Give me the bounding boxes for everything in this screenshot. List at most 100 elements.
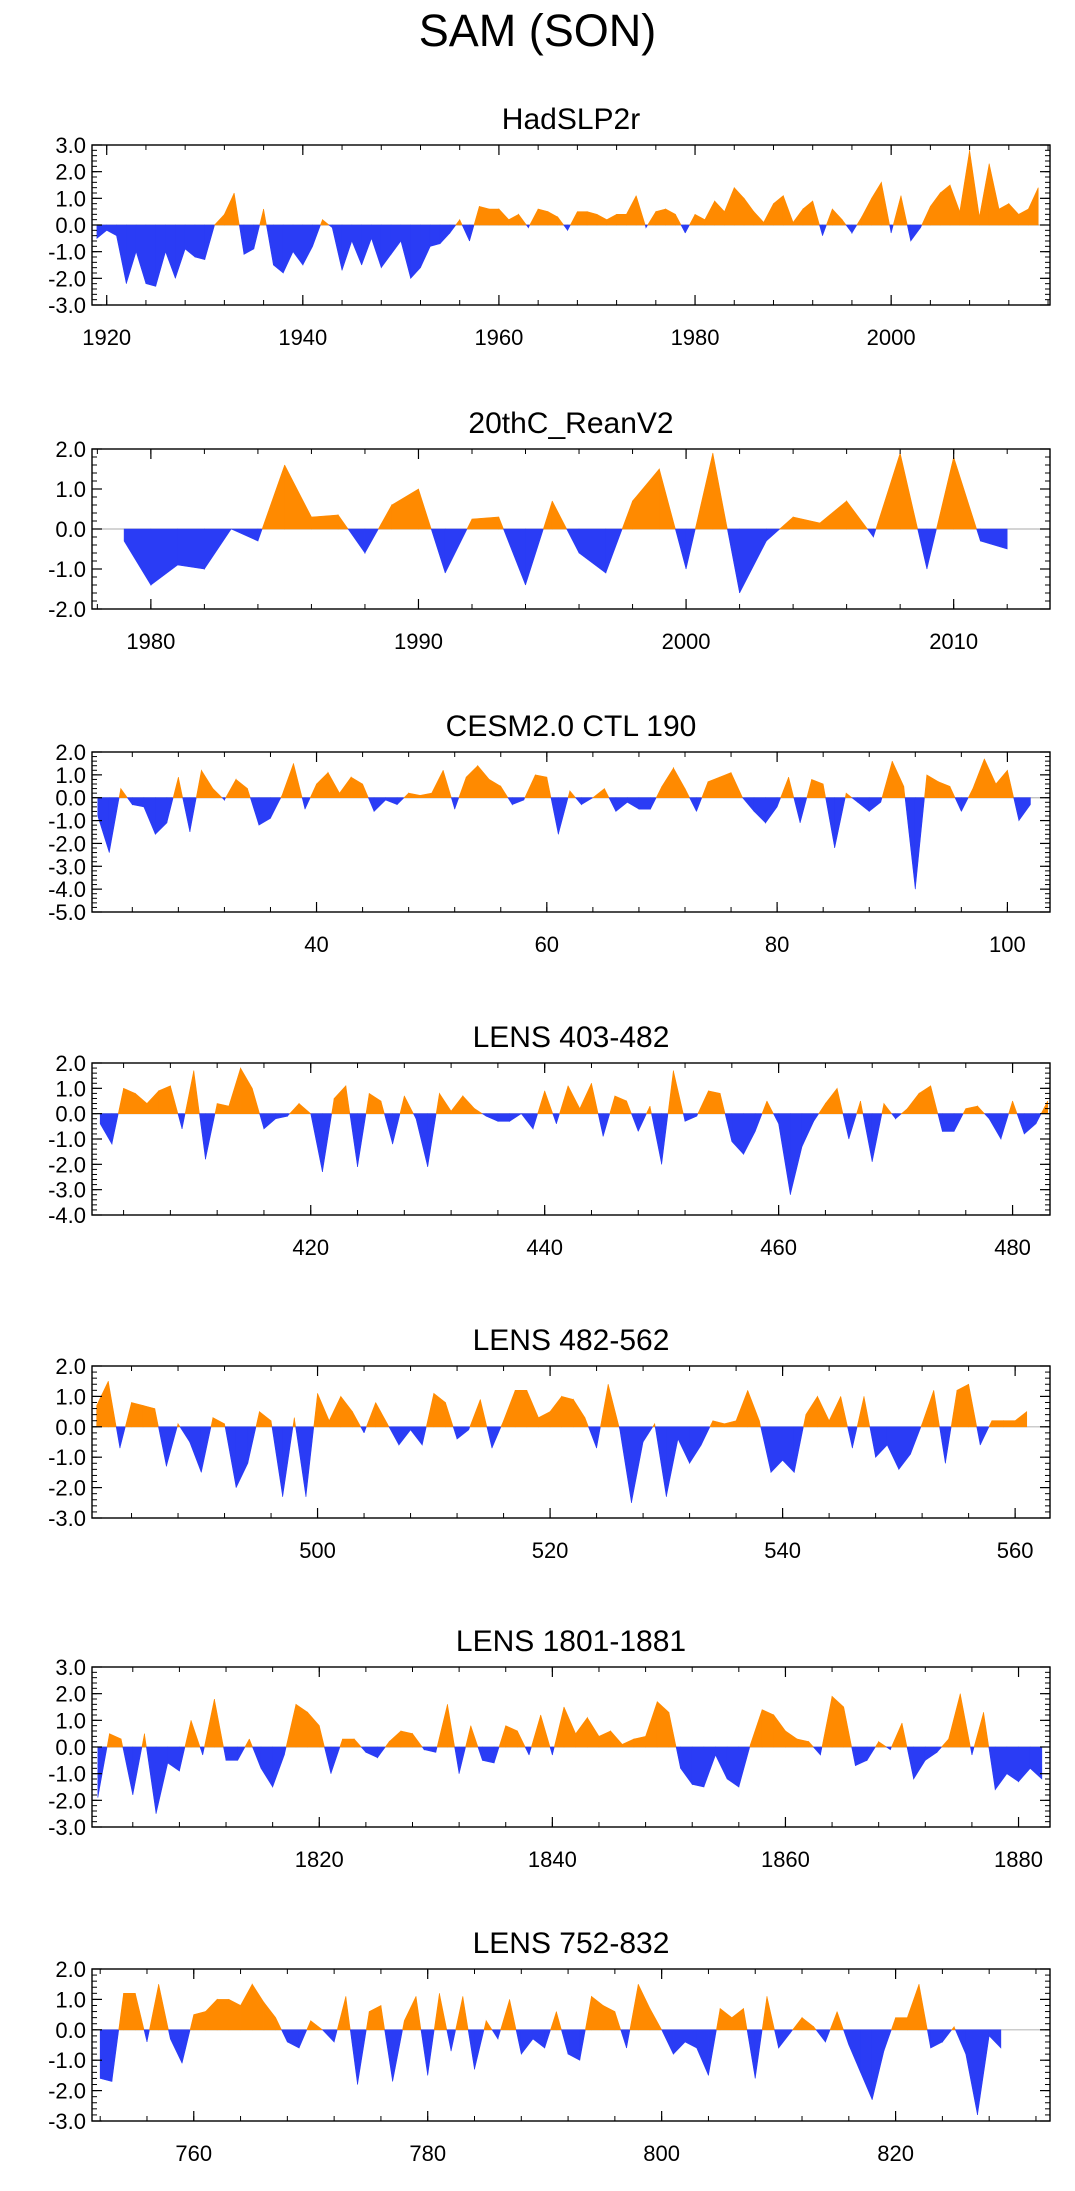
y-tick-label: -4.0 (48, 1203, 86, 1228)
positive-area (455, 218, 461, 226)
negative-area (361, 224, 372, 266)
positive-area (337, 514, 349, 530)
positive-area (462, 1095, 475, 1114)
negative-area (696, 1113, 699, 1117)
negative-area (170, 2029, 183, 2064)
negative-area (939, 1426, 946, 1464)
positive-area (632, 468, 660, 530)
positive-area (951, 2025, 955, 2031)
negative-area (741, 797, 755, 813)
panel-title: 20thC_ReanV2 (468, 407, 673, 440)
negative-area (772, 1113, 779, 1124)
y-tick-label: 1.0 (55, 1987, 86, 2012)
x-tick-label: 460 (760, 1235, 797, 1260)
positive-area (759, 1420, 762, 1428)
positive-area (483, 2020, 487, 2031)
negative-area (321, 2029, 335, 2043)
panel-title: CESM2.0 CTL 190 (446, 710, 697, 743)
positive-area (442, 770, 452, 799)
negative-area (430, 528, 446, 574)
positive-area (924, 774, 928, 799)
positive-area (592, 787, 605, 799)
positive-area (195, 770, 202, 799)
negative-area (365, 1746, 378, 1759)
positive-area (469, 1399, 481, 1428)
negative-area (423, 1746, 437, 1753)
y-tick-label: 0.0 (55, 213, 86, 238)
negative-area (560, 2029, 569, 2055)
positive-area (293, 1417, 296, 1428)
negative-area (731, 1113, 744, 1155)
positive-area (716, 2008, 721, 2031)
negative-area (890, 224, 894, 234)
negative-area (155, 797, 168, 836)
positive-area (598, 1730, 611, 1748)
negative-area (224, 1426, 237, 1488)
panel-5: LENS 482-562 2.0 1.0 0.0 -1.0 -2.0 -3.0 500 520 5… (48, 1324, 1051, 1563)
negative-area (467, 2029, 475, 2070)
positive-area (193, 1070, 200, 1114)
positive-area (645, 1701, 658, 1748)
positive-area (892, 195, 902, 226)
positive-area (881, 1103, 885, 1114)
negative-area (825, 2029, 831, 2043)
negative-area (363, 1426, 367, 1433)
positive-area (190, 1720, 201, 1748)
negative-area (782, 1426, 795, 1474)
x-tick-label: 1860 (761, 1847, 810, 1872)
positive-area (694, 452, 714, 530)
negative-area (132, 797, 145, 808)
positive-area (380, 2005, 386, 2031)
positive-area (336, 1996, 347, 2031)
negative-area (597, 1113, 604, 1137)
y-tick-label: -2.0 (48, 831, 86, 856)
positive-area (649, 1106, 652, 1114)
negative-area (458, 1746, 466, 1774)
positive-area (921, 206, 931, 226)
x-tick-label: 1990 (394, 629, 443, 654)
negative-area (474, 2029, 485, 2070)
positive-area (473, 206, 480, 226)
positive-area (544, 1090, 554, 1114)
negative-area (177, 528, 205, 570)
positive-area (500, 785, 509, 799)
negative-area (302, 224, 313, 266)
positive-area (537, 208, 549, 226)
x-tick-label: 1820 (295, 1847, 344, 1872)
y-tick-label: -1.0 (48, 1445, 86, 1470)
positive-area (733, 186, 745, 226)
y-tick-label: 1.0 (55, 477, 86, 502)
positive-area (874, 1740, 879, 1748)
panel-3: CESM2.0 CTL 190 2.01.00.0-1.0-2.0-3.0-4.0… (48, 710, 1051, 957)
negative-area (525, 528, 544, 586)
positive-area (158, 1984, 169, 2031)
positive-area (743, 197, 755, 226)
negative-area (106, 224, 117, 237)
positive-area (184, 1720, 192, 1748)
panel-title: LENS 1801-1881 (456, 1625, 686, 1658)
negative-area (920, 224, 923, 228)
negative-area (953, 1113, 964, 1132)
positive-area (863, 1396, 871, 1428)
negative-area (954, 2029, 967, 2055)
positive-area (542, 500, 553, 530)
negative-area (942, 1113, 955, 1132)
positive-area (505, 1725, 518, 1748)
positive-area (251, 1088, 260, 1114)
positive-area (235, 778, 248, 799)
positive-area (399, 1095, 405, 1114)
negative-area (165, 224, 176, 279)
x-tick-label: 500 (299, 1538, 336, 1563)
positive-area (412, 1732, 423, 1748)
positive-area (309, 783, 317, 799)
positive-area (106, 1733, 110, 1748)
positive-area (633, 1735, 646, 1748)
y-tick-label: 2.0 (55, 1051, 86, 1076)
positive-area (488, 778, 502, 799)
positive-area (228, 1998, 241, 2031)
negative-area (184, 224, 196, 258)
negative-area (851, 224, 858, 235)
positive-area (479, 205, 490, 226)
panel-title: LENS 482-562 (473, 1324, 670, 1357)
positive-area (906, 1984, 920, 2031)
